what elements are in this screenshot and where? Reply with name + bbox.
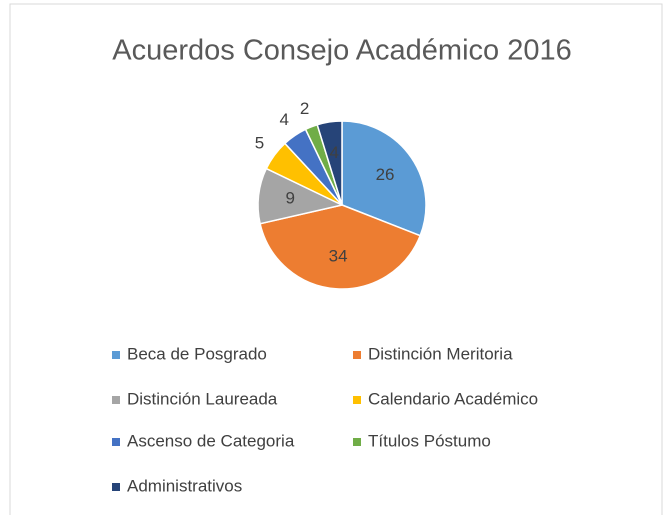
- legend-label: Administrativos: [127, 476, 242, 495]
- legend-swatch: [353, 351, 361, 359]
- legend-swatch: [112, 438, 120, 446]
- legend-swatch: [112, 396, 120, 404]
- data-label: 34: [329, 246, 348, 265]
- legend-swatch: [112, 351, 120, 359]
- legend-label: Títulos Póstumo: [368, 431, 491, 450]
- data-label: 9: [286, 189, 295, 208]
- legend-swatch: [353, 438, 361, 446]
- pie-slice: [316, 120, 343, 206]
- data-label: 4: [330, 143, 339, 162]
- pie-slice: [341, 120, 427, 237]
- legend-label: Distinción Laureada: [127, 389, 278, 408]
- legend-swatch: [353, 396, 361, 404]
- data-label: 2: [300, 99, 309, 118]
- data-label: 4: [280, 110, 289, 129]
- legend-label: Ascenso de Categoria: [127, 431, 295, 450]
- pie-slice: [259, 204, 422, 290]
- legend-label: Beca de Posgrado: [127, 344, 267, 363]
- legend-swatch: [112, 483, 120, 491]
- data-label: 26: [376, 165, 395, 184]
- legend-label: Distinción Meritoria: [368, 344, 513, 363]
- chart-title: Acuerdos Consejo Académico 2016: [112, 35, 571, 67]
- data-label: 5: [255, 134, 264, 153]
- legend-label: Calendario Académico: [368, 389, 538, 408]
